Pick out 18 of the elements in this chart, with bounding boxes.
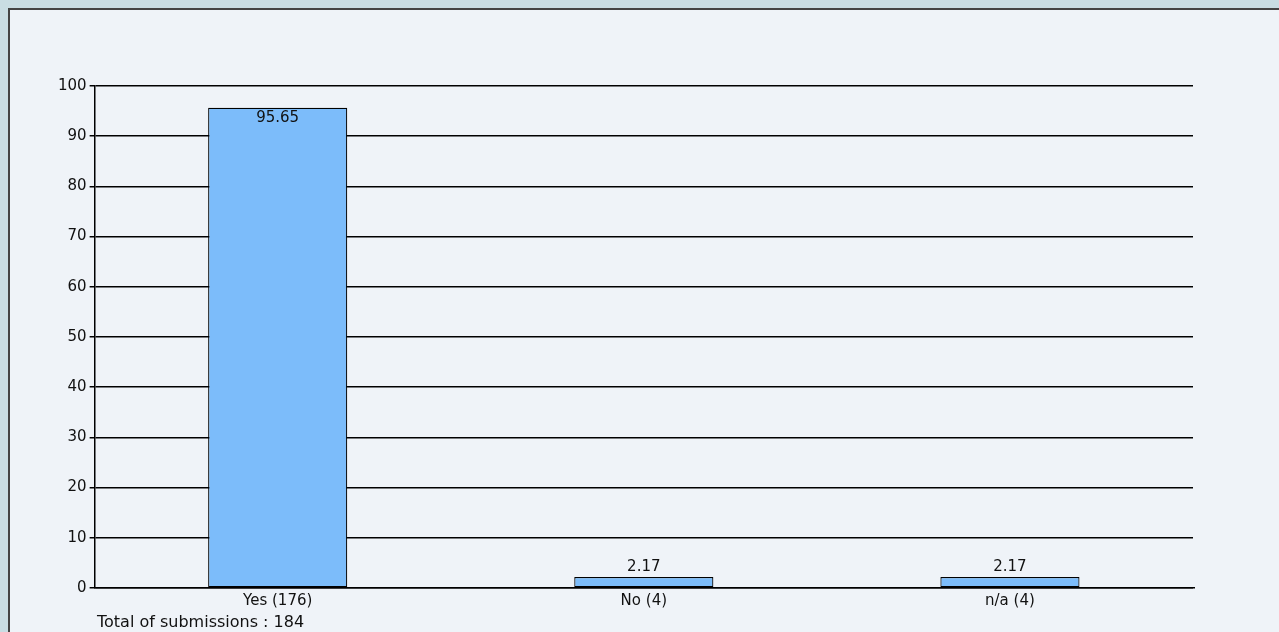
y-tick-label: 30: [67, 427, 87, 446]
x-tick-label: n/a (4): [985, 590, 1035, 609]
y-tick-label: 80: [67, 176, 87, 195]
y-tick-label: 40: [67, 377, 87, 396]
y-tick-label: 20: [67, 477, 87, 496]
text: Total of submissions : 184: [97, 612, 305, 631]
data-label: 2.17: [627, 557, 661, 576]
x-tick-label: No (4): [620, 590, 668, 609]
y-tick-label: 70: [67, 226, 87, 245]
y-tick-label: 90: [67, 126, 87, 145]
data-label: 95.65: [256, 108, 300, 127]
y-tick-label: 60: [67, 276, 87, 295]
data-label: 2.17: [993, 557, 1027, 576]
x-tick-label: Yes (176): [242, 590, 313, 609]
y-tick-label: 100: [57, 75, 87, 94]
y-tick-label: 0: [77, 577, 87, 596]
y-tick-label: 10: [67, 527, 87, 546]
y-tick-label: 50: [67, 326, 87, 345]
